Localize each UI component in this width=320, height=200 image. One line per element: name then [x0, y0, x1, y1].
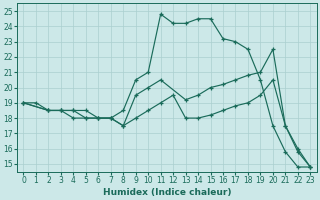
X-axis label: Humidex (Indice chaleur): Humidex (Indice chaleur)	[103, 188, 231, 197]
